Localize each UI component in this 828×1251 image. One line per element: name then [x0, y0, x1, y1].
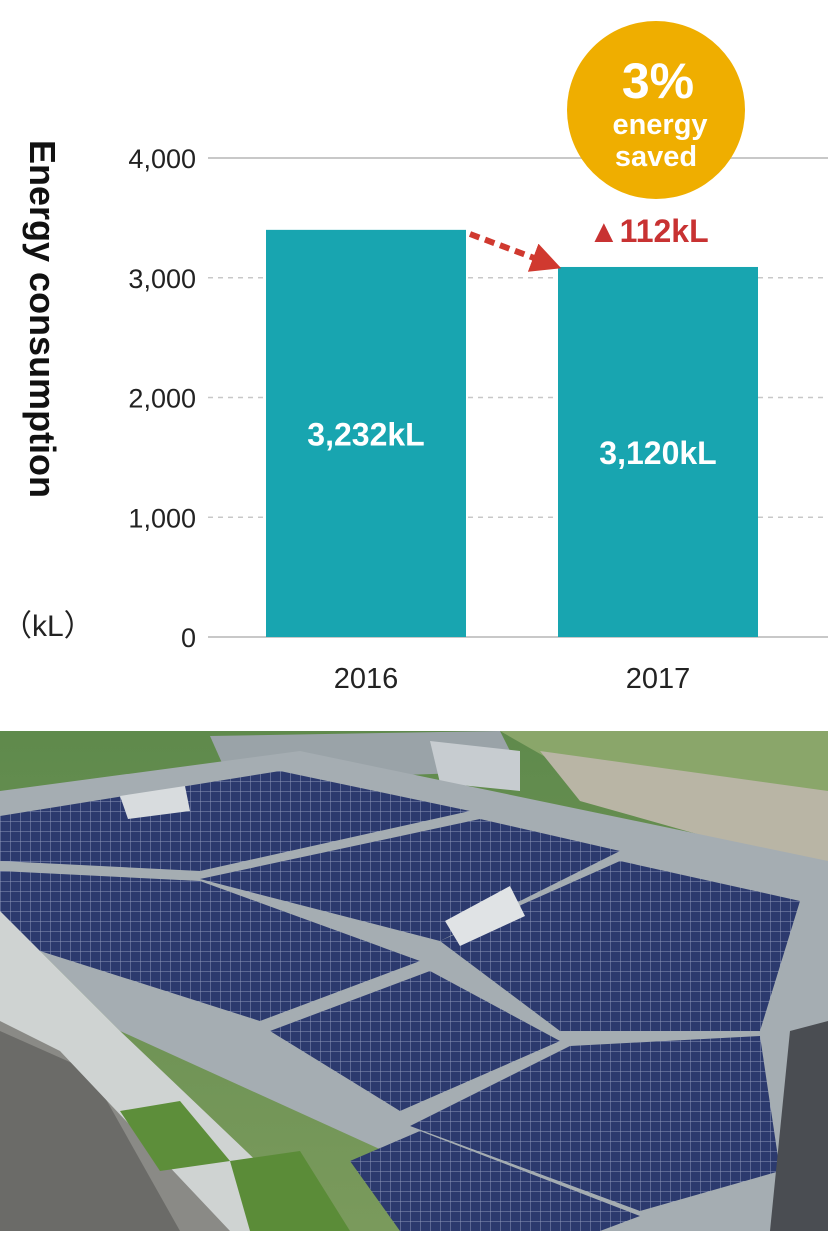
y-axis-unit: （kL）: [2, 610, 94, 643]
decrease-arrow: [468, 231, 562, 272]
bars: 3,232kL 3,120kL: [266, 229, 758, 637]
solar-panel-rooftop-photo: [0, 731, 828, 1231]
y-tick-labels: 0 1,000 2,000 3,000 4,000: [128, 144, 196, 653]
x-category-label: 2016: [334, 663, 399, 695]
y-tick-label: 3,000: [128, 264, 196, 294]
badge-percent: 3%: [622, 53, 694, 109]
decrease-annotation: ▲112kL: [588, 213, 709, 249]
chart-svg: 0 1,000 2,000 3,000 4,000 3,232kL 3,120kL 201…: [2, 21, 828, 695]
y-tick-label: 1,000: [128, 503, 196, 533]
y-tick-label: 2,000: [128, 384, 196, 414]
badge-line-1: energy: [612, 109, 707, 141]
y-tick-label: 0: [181, 623, 196, 653]
y-axis-title: Energy consumption: [22, 140, 63, 498]
energy-saved-badge: 3% energy saved: [567, 21, 745, 199]
photo-illustration: [0, 731, 828, 1231]
y-tick-label: 4,000: [128, 144, 196, 174]
bar-chart: 0 1,000 2,000 3,000 4,000 3,232kL 3,120kL 201…: [2, 21, 828, 695]
badge-line-2: saved: [615, 141, 697, 173]
bar-2016: [266, 229, 466, 637]
bar-value-label: 3,120kL: [599, 435, 716, 471]
bar-value-label: 3,232kL: [307, 416, 424, 452]
x-category-labels: 2016 2017: [334, 663, 691, 695]
badge-circle: [567, 21, 745, 199]
bar-2017: [558, 266, 758, 637]
x-category-label: 2017: [626, 663, 691, 695]
